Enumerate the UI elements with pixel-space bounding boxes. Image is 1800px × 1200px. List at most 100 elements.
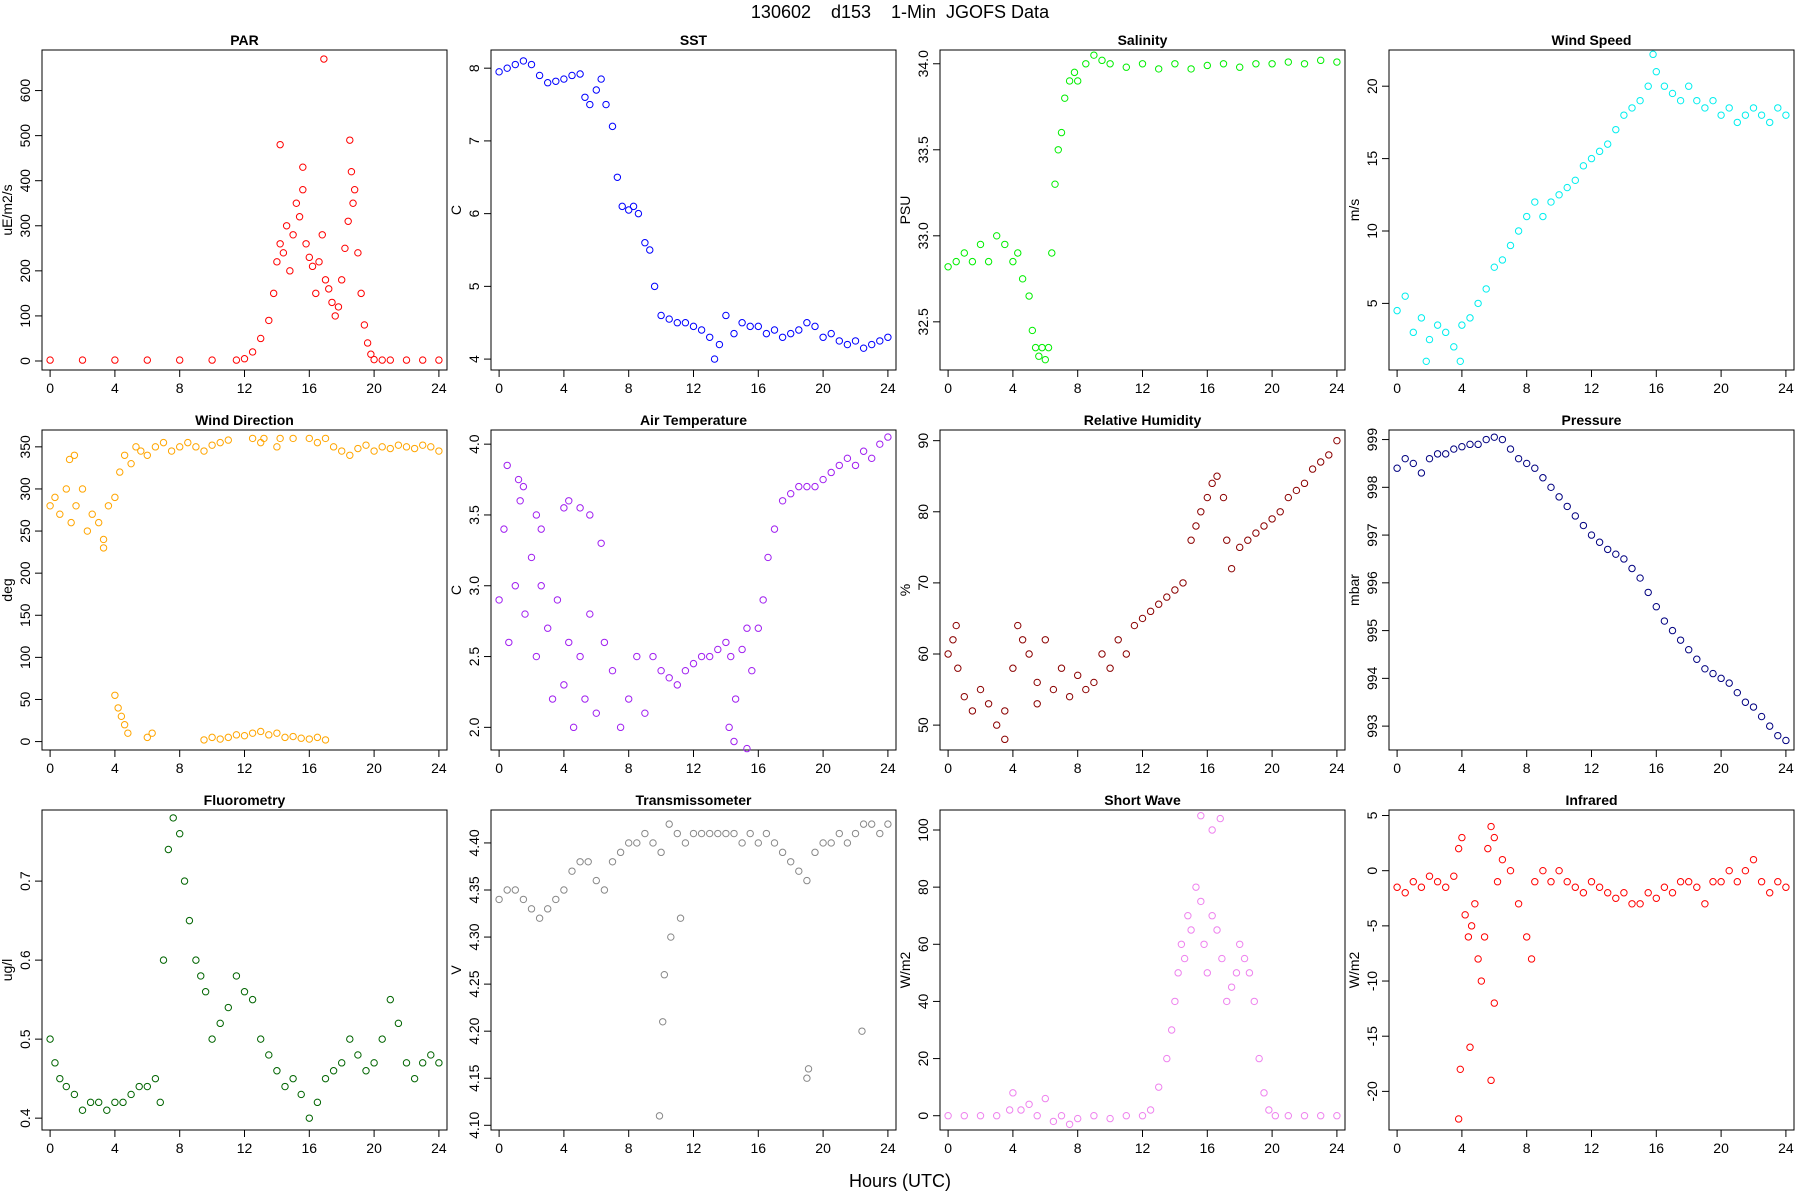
y-tick-label: 350 <box>17 435 33 459</box>
data-point <box>968 257 977 266</box>
data-point <box>1031 343 1040 352</box>
data-point <box>1393 883 1401 891</box>
data-point <box>600 638 609 647</box>
data-point <box>851 337 860 345</box>
panel-pressure: Pressure 0 4 8 12 16 20 24 993 994 995 996 997 998 999… <box>1346 412 1795 776</box>
data-point <box>104 502 113 510</box>
data-point <box>1539 212 1547 221</box>
data-point <box>156 1098 164 1107</box>
data-point <box>1033 678 1041 687</box>
x-tick-label: 12 <box>237 380 253 396</box>
data-point <box>851 461 860 470</box>
y-axis: 993 994 995 996 997 998 999 mbar <box>1346 428 1389 738</box>
data-point <box>527 905 536 913</box>
panel-title: Wind Direction <box>195 412 294 428</box>
data-point <box>62 485 71 493</box>
data-point <box>1051 180 1059 188</box>
data-point <box>346 451 354 459</box>
data-point <box>1409 328 1418 337</box>
data-point <box>1219 493 1228 502</box>
x-tick-label: 0 <box>944 380 952 396</box>
data-point <box>1644 889 1652 897</box>
data-point <box>1498 855 1507 864</box>
data-point <box>633 839 641 847</box>
plot-frame <box>41 49 448 371</box>
y-tick-label: 993 <box>1364 714 1380 738</box>
y-axis: 0 100 200 300 400 500 600 uE/m2/s <box>0 79 42 365</box>
data-point <box>88 510 96 518</box>
data-point <box>1018 275 1027 283</box>
data-point <box>70 451 79 459</box>
data-point <box>1749 104 1758 112</box>
data-point <box>552 77 560 85</box>
data-point <box>334 303 343 311</box>
data-point <box>1171 60 1179 68</box>
data-point <box>1604 545 1612 554</box>
data-point <box>240 988 249 996</box>
data-point <box>1514 227 1523 235</box>
y-tick-label: 40 <box>915 993 931 1009</box>
data-point <box>386 995 394 1004</box>
data-point <box>281 1082 289 1091</box>
data-point <box>1174 969 1182 977</box>
x-tick-label: 0 <box>944 760 952 776</box>
x-tick-label: 4 <box>560 380 568 396</box>
data-point <box>1531 464 1539 472</box>
x-tick-label: 4 <box>1458 1140 1466 1156</box>
x-tick-label: 0 <box>944 1140 952 1156</box>
data-point <box>657 311 665 320</box>
data-point <box>1255 1054 1263 1063</box>
data-point <box>1333 1112 1341 1120</box>
panel-title: Relative Humidity <box>1084 412 1202 428</box>
x-tick-label: 24 <box>1329 380 1345 396</box>
y-tick-label: 90 <box>915 433 931 449</box>
data-point <box>1138 614 1147 623</box>
y-tick-label: 4.15 <box>466 1064 482 1091</box>
data-point <box>1001 707 1009 715</box>
data-point <box>1587 878 1596 886</box>
data-point <box>503 64 511 72</box>
data-point <box>1146 1106 1155 1114</box>
data-point <box>1523 933 1531 941</box>
data-point <box>1466 440 1474 449</box>
x-tick-label: 24 <box>431 760 447 776</box>
data-point <box>295 213 304 221</box>
data-point <box>884 433 892 441</box>
data-point <box>1422 357 1430 366</box>
data-point <box>532 511 541 519</box>
data-point <box>743 744 751 753</box>
data-point <box>51 493 59 502</box>
data-point <box>1766 722 1774 730</box>
x-tick-label: 20 <box>1713 760 1729 776</box>
data-point <box>858 1027 866 1035</box>
data-point <box>634 209 643 218</box>
data-point <box>727 652 735 661</box>
data-point <box>176 830 184 838</box>
data-point <box>1014 621 1022 630</box>
data-point <box>1223 536 1231 544</box>
data-point <box>944 263 952 271</box>
data-point <box>1417 314 1426 322</box>
data-point <box>1563 183 1571 192</box>
data-point <box>495 895 503 904</box>
data-point <box>1114 636 1122 644</box>
data-point <box>1082 60 1090 68</box>
data-point <box>370 1059 378 1067</box>
data-point <box>1733 118 1742 127</box>
data-point <box>843 839 852 847</box>
data-point <box>1571 883 1580 891</box>
data-point <box>1612 125 1620 134</box>
data-point <box>1200 940 1208 948</box>
data-point <box>435 356 443 364</box>
data-point <box>192 443 200 451</box>
data-point <box>827 468 835 477</box>
x-axis: 0 4 8 12 16 20 24 <box>46 749 447 776</box>
data-point <box>65 455 74 464</box>
data-point <box>1106 664 1114 672</box>
data-point <box>111 691 119 699</box>
data-point <box>1620 111 1628 119</box>
data-point <box>1733 878 1742 886</box>
data-point <box>276 240 284 248</box>
data-point <box>318 231 326 239</box>
data-point <box>660 971 669 979</box>
